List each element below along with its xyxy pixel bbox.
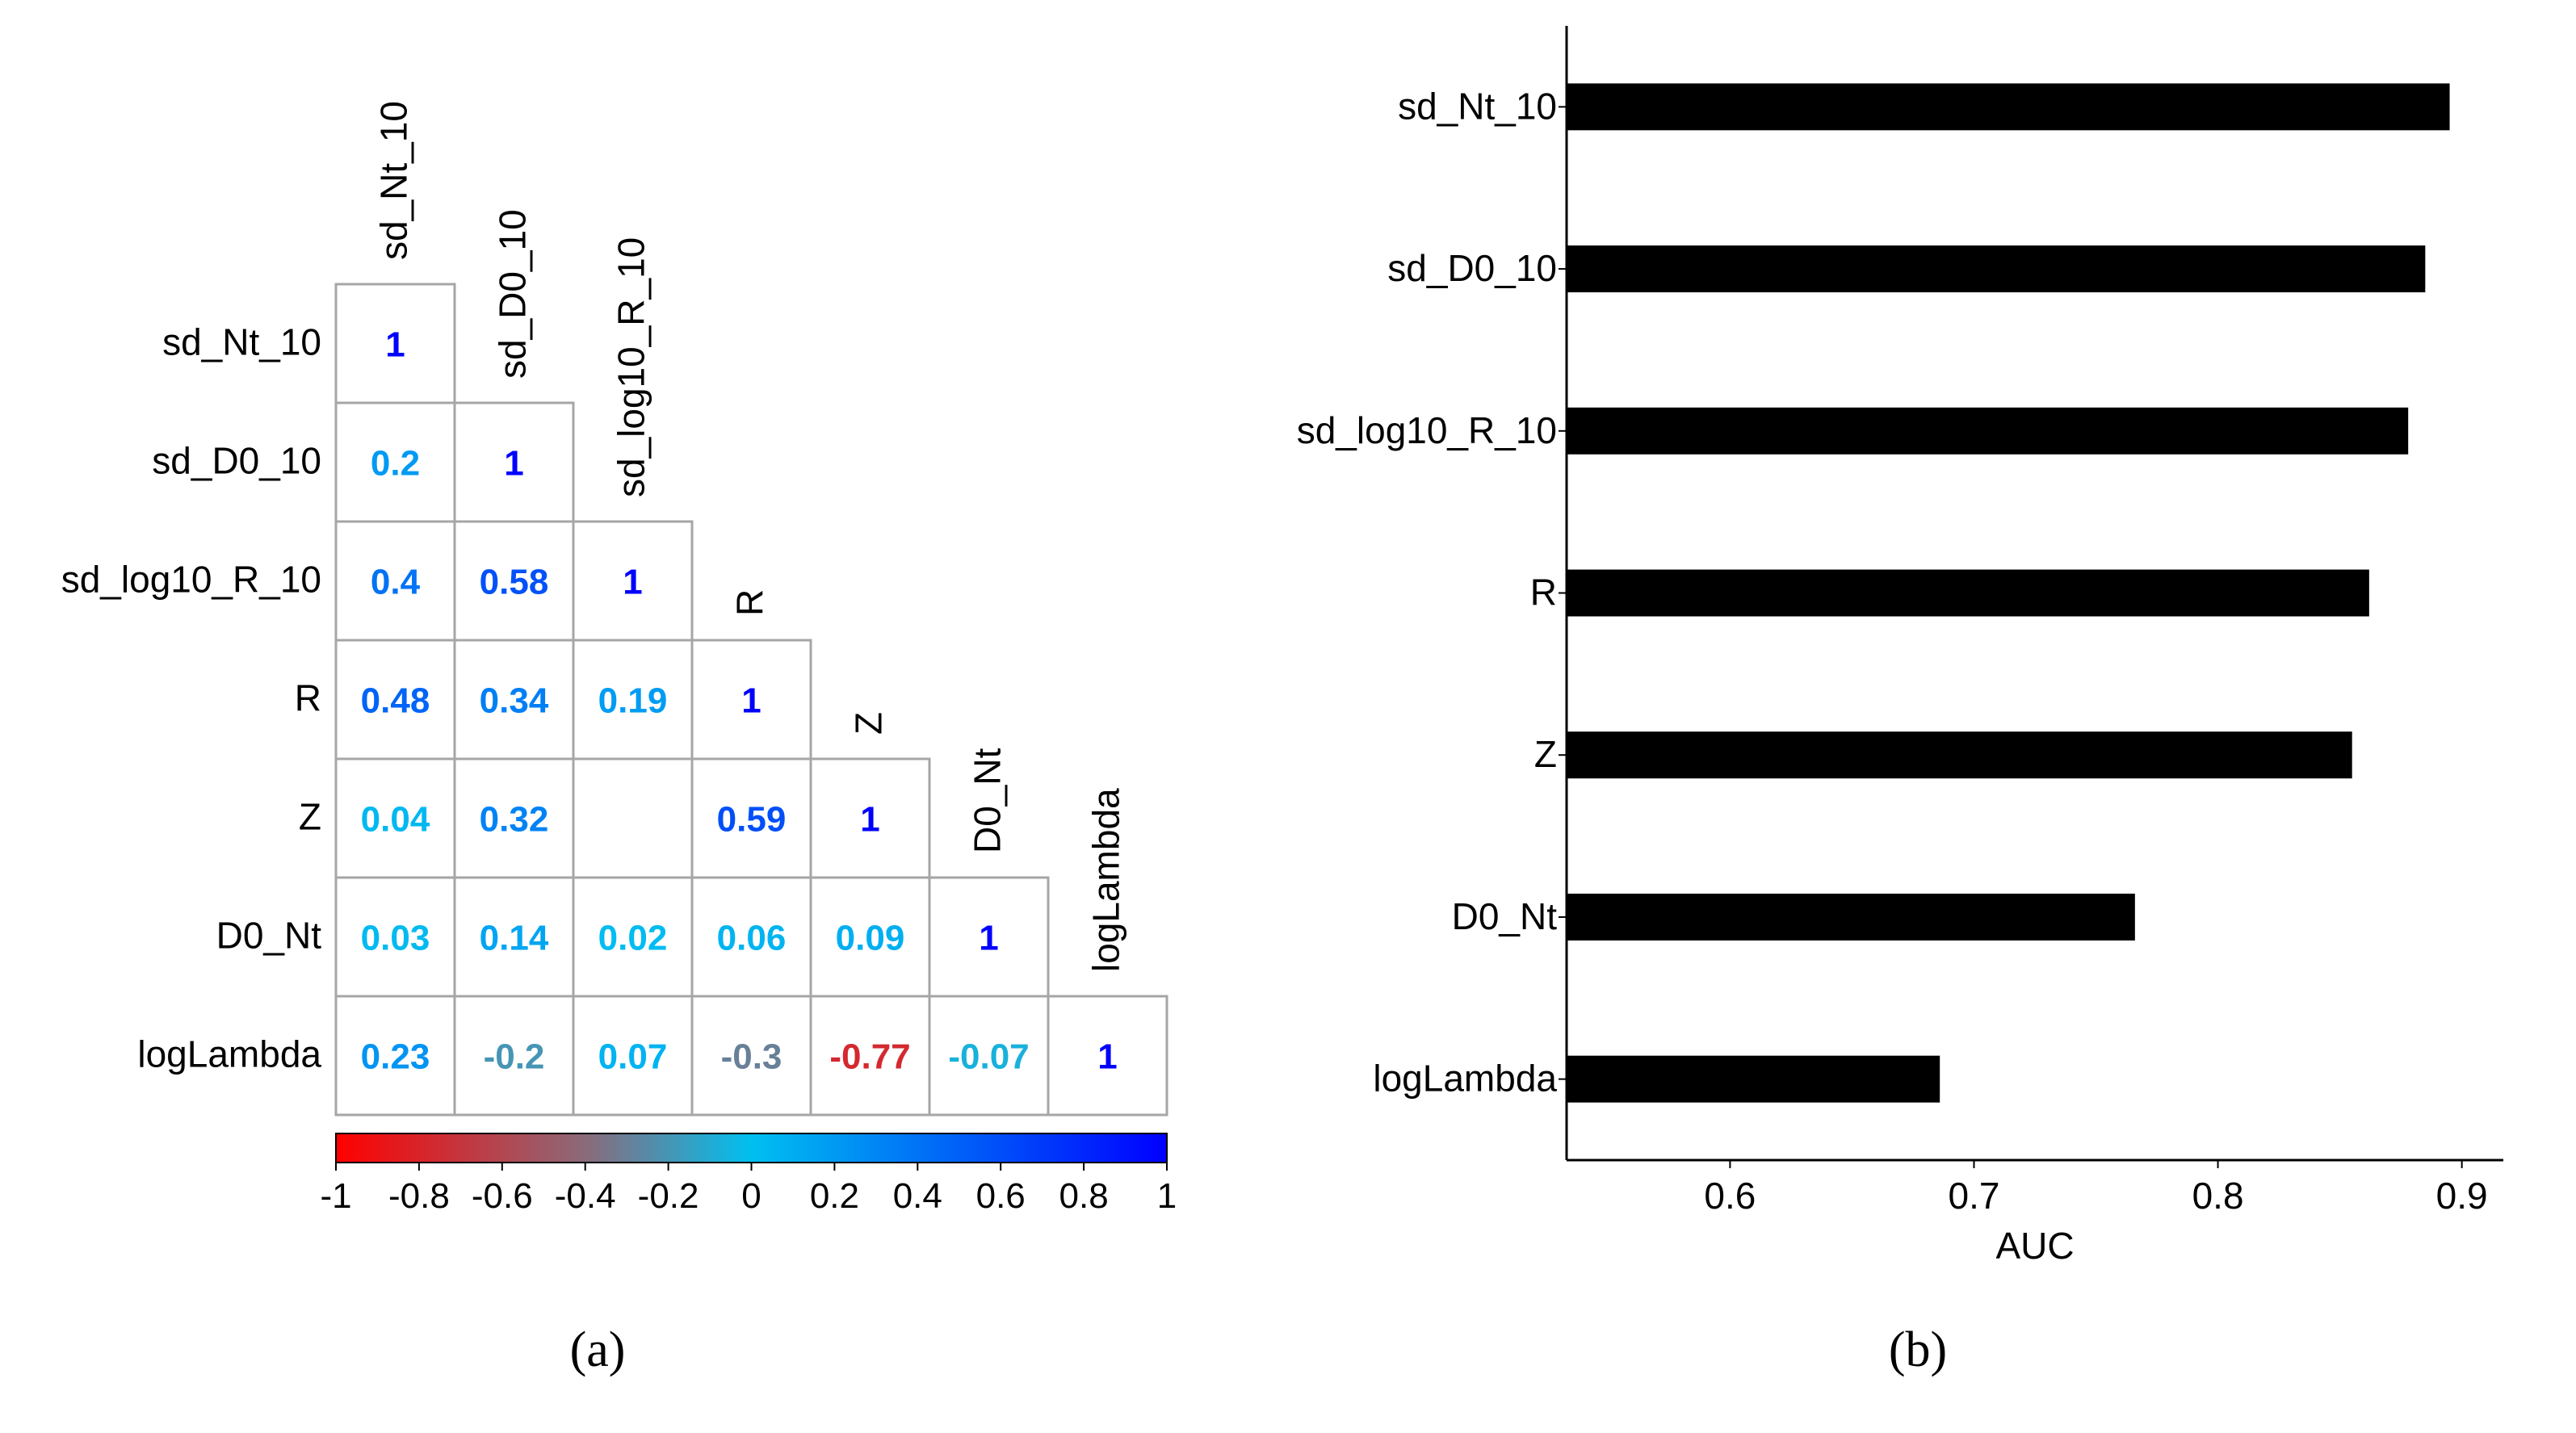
y-tick-label: R [1530, 572, 1557, 614]
row-label: sd_D0_10 [152, 440, 321, 482]
matrix-cell [1047, 995, 1168, 1117]
row-label: sd_log10_R_10 [61, 559, 321, 601]
correlation-value: 1 [504, 444, 523, 484]
y-tick-label: D0_Nt [1452, 895, 1558, 937]
correlation-value: -0.07 [948, 1037, 1029, 1077]
correlation-value: -0.3 [721, 1037, 782, 1077]
auc-bar [1567, 407, 2409, 455]
correlation-value: 0.03 [361, 919, 430, 958]
colorbar-tick-label: 0 [741, 1176, 761, 1216]
auc-bar [1567, 83, 2450, 131]
colorbar-tick-label: -1 [320, 1176, 351, 1216]
correlation-value: 1 [623, 563, 642, 602]
column-label: D0_Nt [967, 748, 1009, 853]
colorbar-tick-label: 0.4 [893, 1176, 942, 1216]
colorbar [335, 1133, 1168, 1163]
auc-bar [1567, 731, 2352, 779]
column-label: R [729, 589, 771, 616]
column-label: logLambda [1085, 788, 1127, 972]
colorbar-tick-label: -0.6 [472, 1176, 533, 1216]
correlation-value: 1 [1097, 1037, 1117, 1077]
correlation-value: 0.07 [598, 1037, 668, 1077]
x-tick-label: 0.9 [2436, 1175, 2488, 1217]
row-label: R [295, 677, 321, 719]
correlation-value: 1 [385, 325, 405, 365]
correlation-value: 0.19 [598, 681, 668, 721]
correlation-value: 0.02 [598, 919, 668, 958]
x-tick-label: 0.7 [1949, 1175, 2000, 1217]
row-label: D0_Nt [216, 915, 322, 957]
x-tick-label: 0.6 [1704, 1175, 1756, 1217]
x-axis-title: AUC [1995, 1225, 2074, 1267]
auc-bar [1567, 1055, 1940, 1103]
correlation-value: 1 [979, 919, 998, 958]
colorbar-tick-label: 1 [1157, 1176, 1177, 1216]
y-tick-label: sd_D0_10 [1387, 247, 1557, 289]
correlation-value: -0.77 [829, 1037, 910, 1077]
correlation-value: 0.04 [361, 800, 430, 840]
panel-label-b: (b) [1889, 1322, 1947, 1377]
column-label: sd_Nt_10 [373, 101, 415, 260]
correlation-value: 0.58 [480, 563, 549, 602]
row-label: sd_Nt_10 [162, 321, 321, 363]
correlation-value: 0.32 [480, 800, 549, 840]
column-label: Z [848, 712, 890, 735]
matrix-cell [572, 757, 694, 879]
row-label: logLambda [137, 1033, 321, 1075]
correlation-matrix-panel: 1 0.2 1 0.4 0.58 1 0.48 0.34 0.19 1 0.04 0.32 0.59 1 0… [61, 101, 1177, 1377]
correlation-value: 0.09 [836, 919, 905, 958]
auc-bar [1567, 569, 2369, 617]
column-label: sd_log10_R_10 [610, 237, 652, 497]
correlation-value: 0.59 [717, 800, 787, 840]
correlation-value: 1 [860, 800, 879, 840]
colorbar-tick-label: 0.2 [810, 1176, 859, 1216]
correlation-value: 0.14 [480, 919, 549, 958]
auc-bar [1567, 893, 2135, 941]
correlation-value: -0.2 [484, 1037, 545, 1077]
row-label: Z [299, 796, 321, 838]
x-tick-label: 0.8 [2192, 1175, 2244, 1217]
correlation-value: 1 [741, 681, 761, 721]
correlation-value: 0.34 [480, 681, 549, 721]
correlation-value: 0.2 [371, 444, 420, 484]
y-tick-label: logLambda [1373, 1058, 1557, 1100]
correlation-value: 0.23 [361, 1037, 430, 1077]
colorbar-tick-label: -0.4 [555, 1176, 616, 1216]
y-tick-label: sd_log10_R_10 [1297, 409, 1557, 451]
y-tick-label: Z [1534, 733, 1557, 775]
auc-bar-chart-panel: sd_Nt_10 sd_D0_10 sd_log10_R_10 R Z D0_Nt logL… [1297, 26, 2503, 1377]
colorbar-tick-label: -0.2 [638, 1176, 699, 1216]
correlation-value: 0.48 [361, 681, 430, 721]
correlation-value: 0.4 [371, 563, 421, 602]
correlation-value: 0.06 [717, 919, 787, 958]
column-label: sd_D0_10 [492, 209, 534, 379]
colorbar-tick-label: 0.6 [976, 1176, 1026, 1216]
colorbar-tick-label: 0.8 [1059, 1176, 1109, 1216]
y-tick-label: sd_Nt_10 [1398, 85, 1557, 127]
auc-bar [1567, 245, 2426, 293]
colorbar-tick-label: -0.8 [388, 1176, 450, 1216]
panel-label-a: (a) [570, 1322, 626, 1377]
